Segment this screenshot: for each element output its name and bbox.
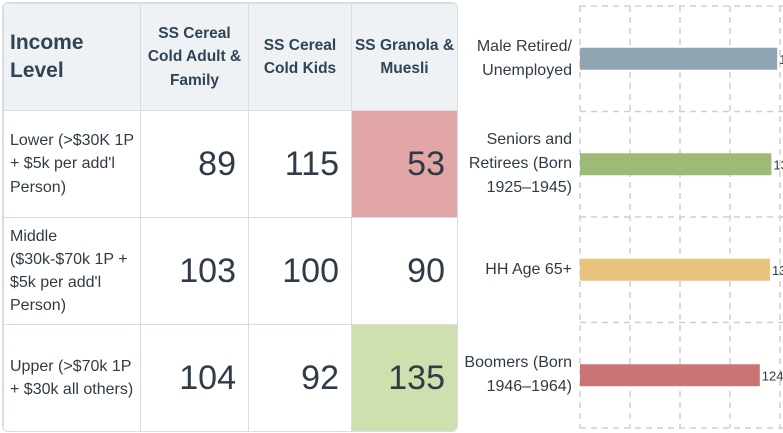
- data-label: 132: [773, 157, 783, 172]
- table-cell-highlight-low: 53: [351, 110, 457, 218]
- row-label: Lower (>$30K 1P + $5k per add'l Person): [3, 110, 141, 218]
- data-label: 136: [779, 52, 783, 67]
- column-header: SS Cereal Cold Kids: [248, 3, 352, 111]
- bar: [580, 364, 760, 387]
- row-header-income-level: Income Level: [3, 3, 141, 111]
- bar-chart: 136 132 131 124 Male Retired/ Unemployed Sen…: [456, 0, 783, 433]
- category-label: Male Retired/ Unemployed: [476, 37, 572, 79]
- column-header: SS Granola & Muesli: [351, 3, 457, 111]
- bar: [580, 47, 778, 70]
- bar: [580, 153, 772, 176]
- category-label: Seniors and Retirees (Born 1925–1945): [468, 131, 572, 197]
- data-label: 124: [762, 368, 783, 383]
- table-row: Upper (>$70k 1P + $30k all others) 104 9…: [3, 324, 457, 431]
- category-label: HH Age 65+: [485, 260, 572, 278]
- table-row: Middle ($30k-$70k 1P + $5k per add'l Per…: [3, 217, 457, 325]
- table-cell: 104: [140, 324, 249, 431]
- index-table: Income Level SS Cereal Cold Adult & Fami…: [3, 3, 457, 431]
- table-header-row: Income Level SS Cereal Cold Adult & Fami…: [3, 3, 457, 111]
- bar-chart-svg: 136 132 131 124: [579, 5, 783, 429]
- column-header: SS Cereal Cold Adult & Family: [140, 3, 249, 111]
- category-label: Boomers (Born 1946–1964): [464, 354, 572, 396]
- data-label: 131: [772, 263, 783, 278]
- table-cell-highlight-high: 135: [351, 324, 457, 431]
- index-table-panel: Income Level SS Cereal Cold Adult & Fami…: [2, 2, 458, 432]
- table-cell: 115: [248, 110, 352, 218]
- table-cell: 92: [248, 324, 352, 431]
- table-cell: 100: [248, 217, 352, 325]
- table-row: Lower (>$30K 1P + $5k per add'l Person) …: [3, 110, 457, 218]
- table-cell: 89: [140, 110, 249, 218]
- bar: [580, 258, 770, 281]
- row-label: Middle ($30k-$70k 1P + $5k per add'l Per…: [3, 217, 141, 325]
- table-cell: 103: [140, 217, 249, 325]
- row-label: Upper (>$70k 1P + $30k all others): [3, 324, 141, 431]
